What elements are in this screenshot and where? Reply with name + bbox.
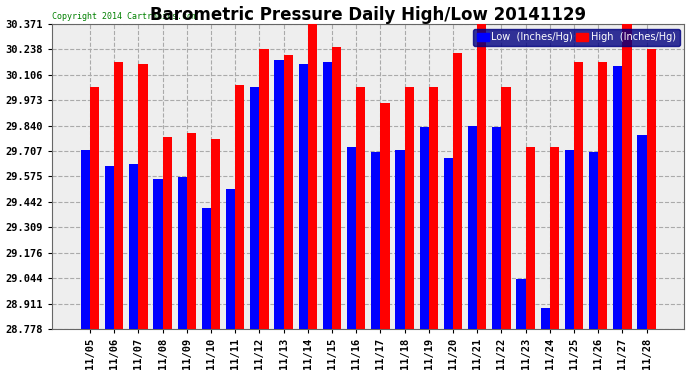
Bar (622, 24, 631, 329)
Bar (492, 128, 502, 329)
Text: Copyright 2014 Cartronics.com: Copyright 2014 Cartronics.com (52, 12, 197, 21)
Bar (420, 128, 428, 329)
Bar (380, 102, 390, 329)
Bar (347, 147, 356, 329)
Bar (308, 24, 317, 329)
Bar (187, 133, 196, 329)
Bar (564, 150, 574, 329)
Bar (259, 49, 268, 329)
Bar (275, 60, 284, 329)
Bar (81, 150, 90, 329)
Bar (638, 135, 647, 329)
Bar (201, 208, 211, 329)
Bar (90, 87, 99, 329)
Bar (404, 87, 414, 329)
Bar (250, 87, 259, 329)
Bar (428, 87, 438, 329)
Title: Barometric Pressure Daily High/Low 20141129: Barometric Pressure Daily High/Low 20141… (150, 6, 586, 24)
Bar (468, 126, 477, 329)
Bar (163, 137, 172, 329)
Bar (574, 62, 583, 329)
Bar (598, 62, 607, 329)
Bar (526, 147, 535, 329)
Bar (613, 66, 622, 329)
Bar (356, 87, 366, 329)
Bar (211, 139, 220, 329)
Bar (477, 22, 486, 329)
Bar (371, 152, 380, 329)
Bar (226, 189, 235, 329)
Bar (540, 308, 550, 329)
Bar (299, 64, 308, 329)
Bar (129, 164, 139, 329)
Bar (444, 158, 453, 329)
Bar (589, 152, 598, 329)
Bar (177, 177, 187, 329)
Bar (235, 85, 244, 329)
Bar (115, 62, 124, 329)
Bar (323, 62, 332, 329)
Bar (453, 53, 462, 329)
Bar (332, 47, 341, 329)
Bar (153, 179, 163, 329)
Bar (284, 55, 293, 329)
Bar (395, 150, 404, 329)
Bar (550, 147, 559, 329)
Bar (647, 49, 656, 329)
Bar (516, 279, 526, 329)
Bar (105, 166, 115, 329)
Legend: Low  (Inches/Hg), High  (Inches/Hg): Low (Inches/Hg), High (Inches/Hg) (473, 28, 680, 46)
Bar (139, 64, 148, 329)
Bar (502, 87, 511, 329)
